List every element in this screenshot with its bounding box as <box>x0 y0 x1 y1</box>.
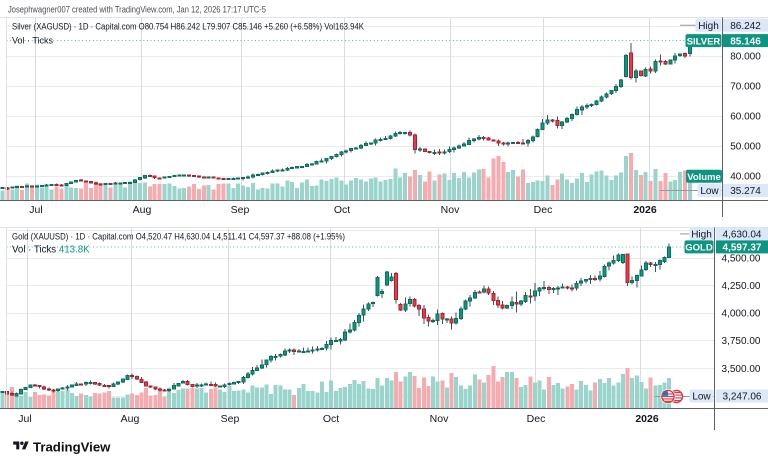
svg-text:High: High <box>691 230 712 241</box>
svg-text:85.146: 85.146 <box>730 36 761 47</box>
svg-text:3,500.00: 3,500.00 <box>722 364 761 375</box>
svg-text:TradingView: TradingView <box>33 440 111 455</box>
svg-text:Jul: Jul <box>29 204 42 216</box>
svg-text:70.000: 70.000 <box>730 82 761 93</box>
svg-text:Silver (XAGUSD) · 1D · Capital: Silver (XAGUSD) · 1D · Capital.com O80.7… <box>12 22 364 32</box>
svg-text:Vol · Ticks 413.8K: Vol · Ticks 413.8K <box>12 245 90 256</box>
svg-text:Nov: Nov <box>441 204 460 216</box>
svg-text:Oct: Oct <box>323 413 339 425</box>
svg-text:4,000.00: 4,000.00 <box>722 309 761 320</box>
svg-text:SILVER: SILVER <box>687 36 721 47</box>
svg-text:Low: Low <box>700 186 719 197</box>
svg-text:Jul: Jul <box>18 413 31 425</box>
svg-text:2026: 2026 <box>633 204 657 216</box>
svg-text:Dec: Dec <box>527 413 546 425</box>
svg-text:Gold (XAUUSD) · 1D · Capital.c: Gold (XAUUSD) · 1D · Capital.com O4,520.… <box>12 232 345 242</box>
svg-text:Vol · Ticks: Vol · Ticks <box>12 36 54 46</box>
svg-text:Oct: Oct <box>334 204 350 216</box>
svg-text:Sep: Sep <box>231 204 250 216</box>
svg-text:86.242: 86.242 <box>730 21 761 32</box>
svg-text:Low: Low <box>692 392 711 403</box>
svg-text:Sep: Sep <box>221 413 240 425</box>
svg-text:60.000: 60.000 <box>730 112 761 123</box>
svg-text:80.000: 80.000 <box>730 52 761 63</box>
svg-text:4,630.04: 4,630.04 <box>723 230 762 241</box>
svg-text:Aug: Aug <box>121 413 140 425</box>
svg-text:Dec: Dec <box>534 204 553 216</box>
svg-text:Nov: Nov <box>430 413 449 425</box>
svg-text:4,597.37: 4,597.37 <box>723 243 762 254</box>
svg-text:4,500.00: 4,500.00 <box>722 253 761 264</box>
svg-text:Volume: Volume <box>687 172 721 183</box>
svg-text:50.000: 50.000 <box>730 142 761 153</box>
svg-text:4,250.00: 4,250.00 <box>722 281 761 292</box>
svg-text:3,247.06: 3,247.06 <box>723 392 762 403</box>
svg-text:Aug: Aug <box>133 204 152 216</box>
svg-text:35.274: 35.274 <box>730 186 761 197</box>
svg-text:3,750.00: 3,750.00 <box>722 336 761 347</box>
svg-text:GOLD: GOLD <box>685 243 713 254</box>
svg-text:High: High <box>698 21 719 32</box>
svg-text:Josephwagner007 created with T: Josephwagner007 created with TradingView… <box>8 5 266 15</box>
svg-text:40.000: 40.000 <box>730 172 761 183</box>
svg-text:2026: 2026 <box>635 413 659 425</box>
